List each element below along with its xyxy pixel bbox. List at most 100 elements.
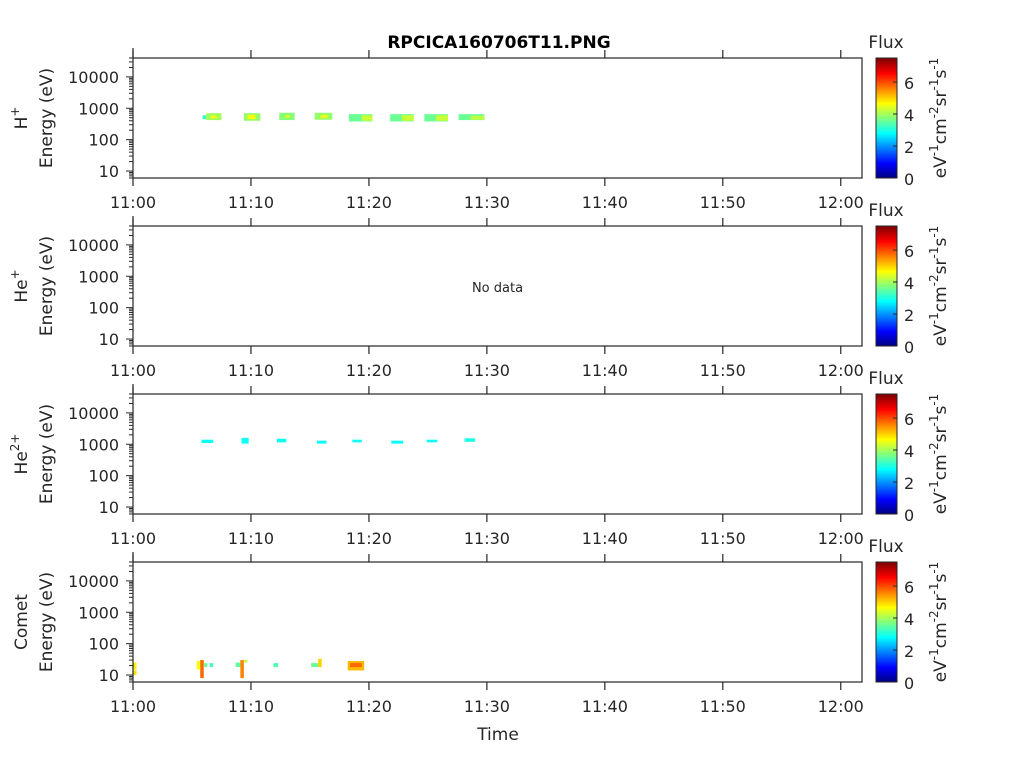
colorbar-swatch — [876, 572, 897, 575]
y-axis-label: Energy (eV) — [37, 236, 57, 336]
colorbar-tick-label: 0 — [904, 674, 914, 693]
colorbar-tick-label: 6 — [904, 410, 914, 429]
colorbar-swatch — [876, 276, 897, 279]
colorbar-swatch — [876, 476, 897, 479]
x-tick-label: 11:50 — [700, 361, 746, 380]
flux-cell — [273, 663, 279, 668]
unit-exponent: -1 — [927, 247, 941, 259]
colorbar-swatch — [876, 240, 897, 243]
x-tick-label: 11:00 — [110, 361, 156, 380]
colorbar-swatch — [876, 282, 897, 285]
flux-cell — [243, 660, 248, 663]
colorbar-swatch — [876, 508, 897, 511]
colorbar-title: Flux — [868, 201, 903, 221]
colorbar-swatch — [876, 598, 897, 601]
colorbar-swatch — [876, 66, 897, 69]
colorbar-swatch — [876, 612, 897, 615]
colorbar-swatch — [876, 86, 897, 89]
colorbar-swatch — [876, 596, 897, 599]
unit-base: sr — [931, 594, 951, 610]
panel-0: 11:00 11:10 11:20 11:30 11:40 11:50 12:00 10 100… — [8, 48, 864, 212]
unit-exponent: -2 — [927, 610, 941, 622]
colorbar-swatch — [876, 124, 897, 127]
species-charge: 2+ — [8, 434, 22, 452]
colorbar-swatch — [876, 396, 897, 399]
unit-base: s — [931, 406, 951, 415]
flux-cell — [196, 661, 201, 670]
colorbar-swatch — [876, 630, 897, 633]
flux-cell — [436, 115, 448, 121]
colorbar-swatch — [876, 304, 897, 307]
colorbar-swatch — [876, 664, 897, 667]
y-axis-label: Energy (eV) — [37, 68, 57, 168]
colorbar-swatch — [876, 422, 897, 425]
colorbar-swatch — [876, 504, 897, 507]
colorbar-swatch — [876, 332, 897, 335]
colorbar-swatch — [876, 424, 897, 427]
colorbar-swatch — [876, 408, 897, 411]
y-tick-label: 1000 — [78, 99, 119, 118]
species-label: He+ — [8, 269, 32, 302]
unit-exponent: -2 — [927, 106, 941, 118]
flux-cell — [464, 438, 476, 442]
unit-base: eV — [931, 492, 951, 514]
x-tick-label: 11:30 — [464, 193, 510, 212]
colorbar-swatch — [876, 226, 897, 229]
colorbar-swatch — [876, 154, 897, 157]
colorbar-swatch — [876, 458, 897, 461]
flux-cell — [348, 114, 373, 122]
colorbar-swatch — [876, 270, 897, 273]
colorbar-swatch — [876, 640, 897, 643]
flux-cell — [285, 115, 290, 118]
y-tick-label: 100 — [88, 299, 119, 318]
colorbar-swatch — [876, 666, 897, 669]
colorbar-swatch — [876, 94, 897, 97]
species-label: H+ — [8, 107, 32, 130]
colorbar-swatch — [876, 496, 897, 499]
colorbar-swatch — [876, 342, 897, 345]
y-tick-label: 10 — [99, 330, 119, 349]
colorbar-swatch — [876, 670, 897, 673]
unit-exponent: -1 — [927, 226, 941, 238]
colorbar-swatch — [876, 580, 897, 583]
colorbar-swatch — [876, 244, 897, 247]
colorbar-swatch — [876, 474, 897, 477]
colorbar-swatch — [876, 400, 897, 403]
colorbar-swatch — [876, 232, 897, 235]
colorbar-swatch — [876, 148, 897, 151]
unit-base: sr — [931, 258, 951, 274]
colorbar-swatch — [876, 336, 897, 339]
colorbar-swatch — [876, 268, 897, 271]
colorbar-swatch — [876, 452, 897, 455]
flux-cell — [318, 658, 322, 668]
flux-cell — [200, 660, 204, 679]
colorbar-swatch — [876, 264, 897, 267]
flux-cell — [470, 115, 485, 120]
flux-cell — [401, 115, 414, 121]
colorbar-swatch — [876, 634, 897, 637]
colorbar-swatch — [876, 168, 897, 171]
chart-title: RPCICA160706T11.PNG — [387, 33, 610, 53]
colorbar-swatch — [876, 308, 897, 311]
colorbar-swatch — [876, 410, 897, 413]
colorbar-swatch — [876, 590, 897, 593]
colorbar-swatch — [876, 644, 897, 647]
flux-cell — [276, 438, 287, 443]
unit-base: sr — [931, 426, 951, 442]
y-tick-label: 10 — [99, 498, 119, 517]
colorbar-swatch — [876, 316, 897, 319]
colorbar-swatch — [876, 302, 897, 305]
colorbar-swatch — [876, 646, 897, 649]
colorbar-swatch — [876, 292, 897, 295]
colorbar-swatch — [876, 262, 897, 265]
flux-cell — [133, 662, 137, 670]
colorbar-swatch — [876, 116, 897, 119]
unit-exponent: -2 — [927, 274, 941, 286]
colorbar-swatch — [876, 472, 897, 475]
flux-cell — [426, 439, 438, 443]
panel-1: 11:00 11:10 11:20 11:30 11:40 11:50 12:00 10 100… — [8, 216, 864, 380]
colorbar-swatch — [876, 488, 897, 491]
